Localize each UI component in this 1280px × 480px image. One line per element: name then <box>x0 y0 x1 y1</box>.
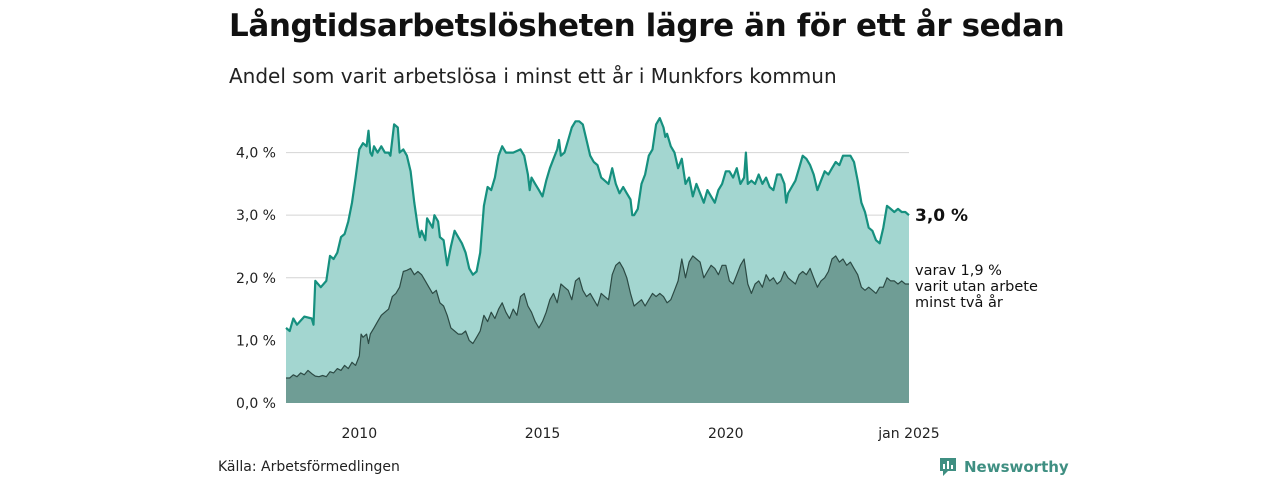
y-tick-label: 4,0 % <box>236 146 276 162</box>
y-tick-label: 1,0 % <box>236 333 276 349</box>
y-tick-label: 0,0 % <box>236 396 276 412</box>
source-note: Källa: Arbetsförmedlingen <box>218 459 400 475</box>
y-tick-label: 3,0 % <box>236 208 276 224</box>
end-label-main: 3,0 % <box>915 206 968 226</box>
area-unemployed-two-years <box>286 255 909 403</box>
line-unemployed-two-years <box>286 255 909 379</box>
x-tick-label: jan 2025 <box>877 426 939 442</box>
area-layer <box>285 117 910 403</box>
x-tick-label: 2020 <box>708 426 744 442</box>
x-tick-label: 2015 <box>525 426 561 442</box>
chart-title: Långtidsarbetslösheten lägre än för ett … <box>229 8 1065 44</box>
x-tick-label: 2010 <box>341 426 377 442</box>
axis-layer: 0,0 % 1,0 % 2,0 % 3,0 % 4,0 % 2010 2015 2020 jan… <box>236 146 940 442</box>
end-label-sub-line: minst två år <box>915 294 1003 311</box>
brand-logo: Newsworthy <box>938 456 1069 478</box>
chart-subtitle: Andel som varit arbetslösa i minst ett å… <box>229 64 837 88</box>
brand-name: Newsworthy <box>964 458 1069 476</box>
y-tick-label: 2,0 % <box>236 271 276 287</box>
end-label-sub-line: varav 1,9 % <box>915 263 1002 279</box>
line-long-term-unemployed <box>285 117 910 333</box>
newsworthy-icon <box>940 458 956 476</box>
end-label-sub-line: varit utan arbete <box>915 279 1038 295</box>
